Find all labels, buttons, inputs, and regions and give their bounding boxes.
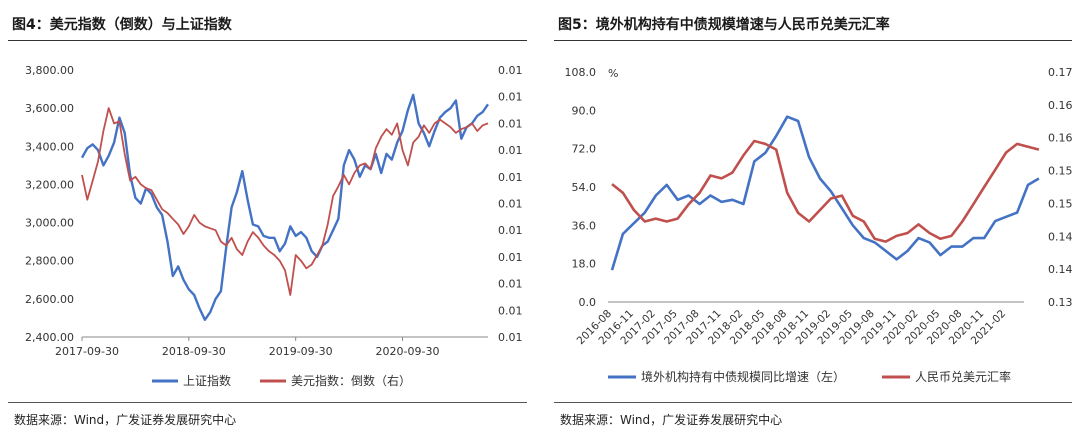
y-left-tick-label: 54.0: [572, 181, 597, 194]
x-tick-label: 2018-09-30: [162, 345, 226, 358]
figure-5-bottom-rule: [554, 402, 1072, 403]
x-tick-label: 2017-09-30: [55, 345, 119, 358]
y-right-tick-label: 0.16: [1048, 132, 1073, 145]
legend-label-shanghai-index: 上证指数: [183, 373, 231, 388]
y-left-tick-label: 2,400.00: [25, 331, 74, 344]
figure-4-title: 图4：美元指数（倒数）与上证指数: [12, 17, 232, 33]
series-line-cny-usd-rate: [611, 139, 1040, 243]
y-left-tick-label: 0.0: [579, 296, 597, 309]
y-right-tick-label: 0.15: [1048, 165, 1073, 178]
y-right-tick-label: 0.01: [498, 278, 523, 291]
figure-4-bottom-rule: [8, 402, 527, 403]
y-left-tick-label: 3,200.00: [25, 178, 74, 191]
legend-label-cny-usd-rate: 人民币兑美元汇率: [915, 369, 1011, 384]
y-right-tick-label: 0.14: [1048, 230, 1073, 243]
series-line-bond-holding-growth: [610, 115, 1040, 271]
figure-4-panel: 图4：美元指数（倒数）与上证指数 2,400.00 2,600.00 2,800.0…: [0, 0, 535, 440]
y-right-tick-label: 0.01: [498, 144, 523, 157]
y-right-tick-label: 0.17: [1048, 66, 1073, 79]
series-line-usd-index-inverse: [81, 107, 489, 296]
y-left-unit-label: %: [608, 67, 618, 80]
figure-4-chart: 2,400.00 2,600.00 2,800.00 3,000.00 3,200.00…: [25, 64, 523, 388]
y-right-tick-label: 0.01: [498, 304, 523, 317]
y-right-tick-label: 0.15: [1048, 197, 1073, 210]
y-left-tick-label: 108.0: [565, 66, 597, 79]
x-tick-label: 2019-09-30: [269, 345, 333, 358]
y-right-tick-label: 0.01: [498, 117, 523, 130]
legend-label-bond-holding-growth: 境外机构持有中债规模同比增速（左）: [641, 369, 845, 384]
y-right-tick-label: 0.01: [498, 331, 523, 344]
y-left-tick-label: 3,400.00: [25, 140, 74, 153]
y-left-tick-label: 3,800.00: [25, 64, 74, 77]
y-right-tick-label: 0.14: [1048, 263, 1073, 276]
y-left-tick-label: 2,800.00: [25, 255, 74, 268]
figure-5-title-rule: [554, 40, 1072, 41]
y-right-tick-label: 0.01: [498, 224, 523, 237]
figure-4-title-rule: [8, 40, 527, 41]
figure-5-source: 数据来源：Wind，广发证券发展研究中心: [560, 413, 783, 427]
y-right-tick-label: 0.01: [498, 64, 523, 77]
y-right-tick-label: 0.16: [1048, 99, 1073, 112]
y-left-tick-label: 90.0: [572, 104, 597, 117]
figure-5-panel: 图5：境外机构持有中债规模增速与人民币兑美元汇率 % 0.0 18.0 36.0 54.…: [546, 0, 1080, 440]
y-left-tick-label: 3,600.00: [25, 102, 74, 115]
y-left-tick-label: 18.0: [572, 258, 597, 271]
y-left-tick-label: 72.0: [572, 143, 597, 156]
y-left-tick-label: 36.0: [572, 219, 597, 232]
figure-5-title: 图5：境外机构持有中债规模增速与人民币兑美元汇率: [558, 17, 890, 33]
y-left-tick-label: 2,600.00: [25, 293, 74, 306]
y-right-tick-label: 0.01: [498, 91, 523, 104]
figure-5-chart: % 0.0 18.0 36.0 54.0 72.0 90.0 108.0 0.13 0.14 0.1…: [565, 66, 1073, 384]
y-left-tick-label: 3,000.00: [25, 217, 74, 230]
y-right-tick-label: 0.01: [498, 251, 523, 264]
figure-4-source: 数据来源：Wind，广发证券发展研究中心: [14, 413, 237, 427]
legend-label-usd-index-inverse: 美元指数：倒数（右）: [291, 373, 411, 388]
y-right-tick-label: 0.01: [498, 171, 523, 184]
y-right-tick-label: 0.13: [1048, 296, 1073, 309]
y-right-tick-label: 0.01: [498, 198, 523, 211]
series-line-shanghai-index: [80, 93, 489, 321]
x-tick-label: 2020-09-30: [376, 345, 440, 358]
